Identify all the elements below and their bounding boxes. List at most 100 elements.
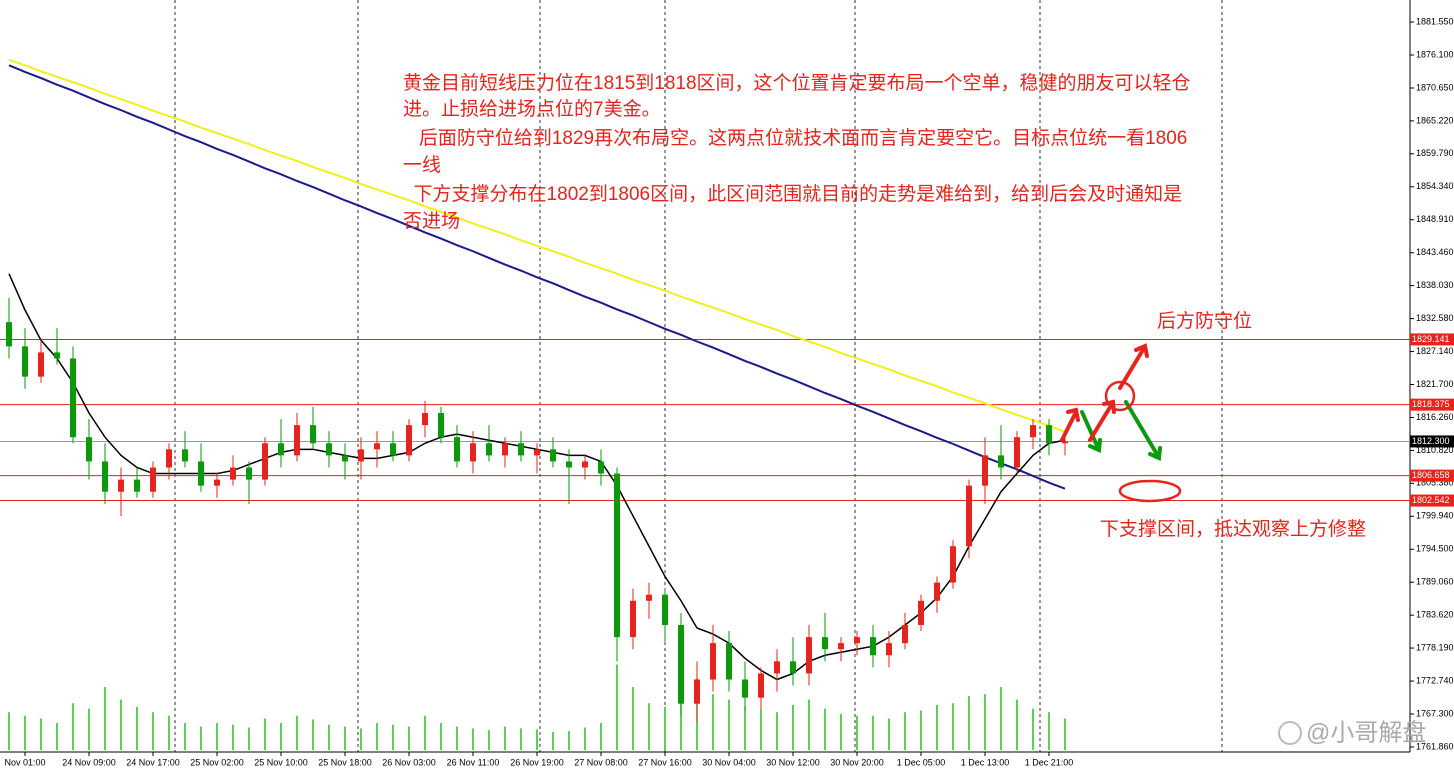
y-tick-label: 1810.820	[1416, 445, 1454, 455]
candle-body	[310, 425, 316, 444]
x-tick-label: 26 Nov 11:00	[447, 757, 500, 767]
candle-body	[406, 425, 412, 456]
candle-body	[806, 637, 812, 674]
candle-body	[358, 449, 364, 462]
candle-body	[550, 449, 556, 462]
candle-body	[758, 673, 764, 698]
candle-body	[438, 412, 444, 438]
price-level-tag	[1410, 435, 1454, 448]
candle-body	[710, 643, 716, 680]
annotation-line: 后面防守位给到1829再次布局空。这两点位就技术面而言肯定要空它。目标点位统一看…	[403, 127, 1187, 149]
arrow-down	[1080, 410, 1102, 453]
candle-body	[902, 624, 908, 644]
candle-body	[374, 443, 380, 450]
x-tick-label: 24 Nov 09:00	[62, 757, 116, 767]
candle-body	[278, 443, 284, 456]
x-tick-label: 25 Nov 02:00	[190, 757, 244, 767]
candle-body	[790, 661, 796, 674]
y-tick-label: 1838.030	[1416, 280, 1454, 290]
candle-body	[742, 679, 748, 698]
defense-label: 后方防守位	[1157, 310, 1252, 332]
annotation: 黄金目前短线压力位在1815到1818区间，这个位置肯定要布局一个空单，稳健的朋…	[403, 72, 1366, 540]
y-tick-label: 1881.550	[1416, 16, 1454, 26]
candle-body	[534, 449, 540, 456]
candle-body	[566, 461, 572, 468]
candle-body	[230, 467, 236, 480]
candle-body	[678, 624, 684, 704]
candle-body	[1062, 441, 1068, 444]
arrows	[1060, 343, 1182, 503]
arrow-down	[1124, 400, 1162, 461]
candle-body	[1030, 425, 1036, 438]
x-tick-label: 27 Nov 16:00	[638, 757, 692, 767]
candle-body	[470, 443, 476, 462]
candle-body	[214, 479, 220, 486]
watermark: @小哥解盘	[1278, 719, 1426, 746]
candle-body	[502, 443, 508, 456]
marks	[0, 58, 1410, 750]
x-tick-label: 25 Nov 10:00	[254, 757, 308, 767]
candle-body	[6, 322, 12, 347]
arrow-up	[1060, 407, 1080, 442]
y-tick-label: 1799.940	[1416, 511, 1454, 521]
y-tick-label: 1859.790	[1416, 148, 1454, 158]
y-tick-label: 1821.700	[1416, 379, 1454, 389]
x-tick-label: 24 Nov 17:00	[126, 757, 180, 767]
x-tick-label: 30 Nov 04:00	[702, 757, 756, 767]
candle-body	[582, 461, 588, 468]
moving-average	[8, 58, 1066, 433]
price-level-label: 1806.658	[1412, 470, 1450, 480]
x-tick-label: 30 Nov 20:00	[830, 757, 884, 767]
watermark-text: @小哥解盘	[1306, 719, 1426, 746]
y-tick-label: 1854.340	[1416, 181, 1454, 191]
price-level-tag	[1410, 494, 1454, 507]
candle-body	[118, 479, 124, 492]
annotation-line: 下方支撑分布在1802到1806区间，此区间范围就目前的走势是难给到，给到后会及…	[403, 183, 1182, 205]
candle-body	[182, 449, 188, 462]
annotation-line: 进。止损给进场点位的7美金。	[403, 98, 661, 120]
candle-body	[518, 443, 524, 456]
candle-body	[246, 467, 252, 480]
y-tick-label: 1876.100	[1416, 49, 1454, 59]
candle-body	[342, 455, 348, 462]
candle-body	[102, 461, 108, 492]
candle-body	[486, 443, 492, 456]
candle-body	[614, 473, 620, 638]
y-tick-label: 1761.860	[1416, 741, 1454, 751]
candle-body	[646, 594, 652, 601]
candle-body	[22, 346, 28, 377]
y-tick-label: 1843.460	[1416, 247, 1454, 257]
y-tick-label: 1848.910	[1416, 214, 1454, 224]
price-level-label: 1812.300	[1412, 436, 1450, 446]
y-tick-label: 1778.190	[1416, 642, 1454, 652]
x-tick-label: 25 Nov 18:00	[318, 757, 372, 767]
annotation-line: 否进场	[403, 210, 460, 232]
x-tick-label: 1 Dec 21:00	[1025, 757, 1074, 767]
price-level-tag	[1410, 333, 1454, 346]
candle-body	[326, 443, 332, 456]
candle-body	[822, 637, 828, 650]
y-tick-label: 1816.260	[1416, 412, 1454, 422]
y-tick-label: 1805.380	[1416, 478, 1454, 488]
candle-body	[838, 643, 844, 650]
candle-body	[950, 546, 956, 583]
watermark-icon	[1278, 721, 1302, 745]
candle-body	[886, 643, 892, 656]
y-tick-label: 1832.580	[1416, 313, 1454, 323]
x-tick-label: 1 Dec 05:00	[897, 757, 946, 767]
ellipse	[1118, 479, 1182, 503]
candle-body	[1014, 437, 1020, 468]
x-tick-label: 27 Nov 08:00	[574, 757, 628, 767]
candle-body	[598, 461, 604, 474]
price-level-label: 1829.141	[1412, 334, 1450, 344]
annotation-line: 一线	[403, 154, 441, 176]
y-tick-label: 1767.300	[1416, 708, 1454, 718]
candle-body	[454, 437, 460, 462]
candle-body	[998, 455, 1004, 468]
candle-body	[70, 358, 76, 438]
price-level-tag	[1410, 398, 1454, 411]
candle-body	[422, 412, 428, 426]
candle-body	[630, 600, 636, 638]
y-tick-label: 1772.740	[1416, 675, 1454, 685]
y-tick-label: 1789.060	[1416, 577, 1454, 587]
